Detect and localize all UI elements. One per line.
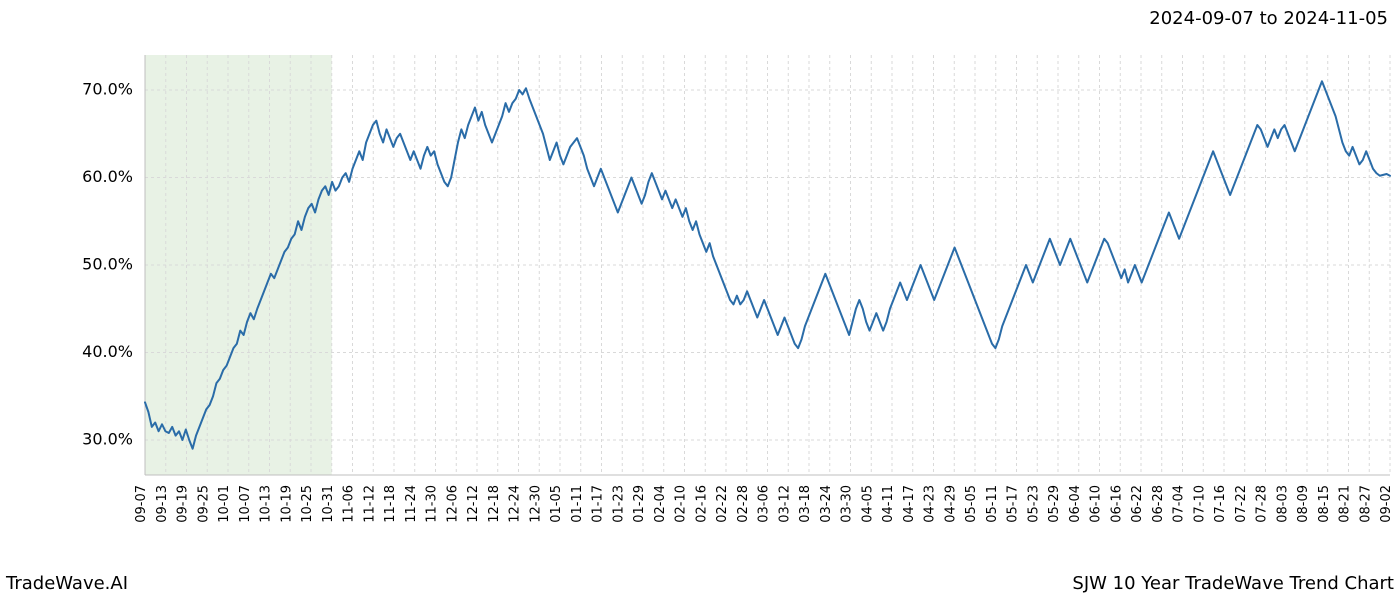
y-tick-label: 70.0% xyxy=(82,80,133,99)
x-tick-label: 03-30 xyxy=(840,485,855,523)
x-tick-label: 11-06 xyxy=(342,485,357,523)
x-tick-label: 07-04 xyxy=(1172,485,1187,523)
x-tick-label: 02-10 xyxy=(674,485,689,523)
x-tick-label: 01-29 xyxy=(632,485,647,523)
x-tick-label: 08-21 xyxy=(1338,485,1353,523)
x-tick-label: 04-05 xyxy=(860,485,875,523)
footer-brand: TradeWave.AI xyxy=(6,573,128,594)
x-tick-label: 08-03 xyxy=(1275,485,1290,523)
x-tick-label: 03-12 xyxy=(777,485,792,523)
x-tick-label: 05-29 xyxy=(1047,485,1062,523)
x-tick-label: 04-11 xyxy=(881,485,896,523)
x-tick-label: 11-24 xyxy=(404,485,419,523)
footer-title: SJW 10 Year TradeWave Trend Chart xyxy=(1072,573,1394,594)
x-tick-label: 05-23 xyxy=(1026,485,1041,523)
x-tick-label: 06-16 xyxy=(1109,485,1124,523)
y-tick-label: 40.0% xyxy=(82,342,133,361)
x-tick-label: 12-06 xyxy=(445,485,460,523)
x-tick-label: 02-28 xyxy=(736,485,751,523)
x-tick-label: 11-18 xyxy=(383,485,398,523)
x-tick-label: 02-04 xyxy=(653,485,668,523)
x-tick-label: 08-15 xyxy=(1317,485,1332,523)
x-tick-label: 03-24 xyxy=(819,485,834,523)
x-tick-label: 03-18 xyxy=(798,485,813,523)
y-tick-label: 30.0% xyxy=(82,430,133,449)
x-tick-label: 11-12 xyxy=(362,485,377,523)
x-tick-label: 03-06 xyxy=(757,485,772,523)
x-tick-label: 09-07 xyxy=(134,485,149,523)
x-tick-label: 04-29 xyxy=(943,485,958,523)
trend-chart: 30.0% 40.0% 50.0% 60.0% 70.0% 09-07 09-13 09-19… xyxy=(0,0,1400,600)
x-tick-label: 08-27 xyxy=(1358,485,1373,523)
x-tick-label: 01-23 xyxy=(611,485,626,523)
x-tick-label: 07-28 xyxy=(1255,485,1270,523)
x-tick-label: 01-11 xyxy=(570,485,585,523)
x-tick-label: 12-24 xyxy=(508,485,523,523)
x-tick-label: 07-16 xyxy=(1213,485,1228,523)
x-tick-label: 06-04 xyxy=(1068,485,1083,523)
x-tick-label: 10-31 xyxy=(321,485,336,523)
x-tick-label: 06-22 xyxy=(1130,485,1145,523)
x-tick-label: 01-17 xyxy=(591,485,606,523)
x-tick-label: 10-25 xyxy=(300,485,315,523)
x-tick-label: 12-18 xyxy=(487,485,502,523)
x-tick-label: 09-13 xyxy=(155,485,170,523)
x-tick-label: 08-09 xyxy=(1296,485,1311,523)
x-tick-label: 06-10 xyxy=(1089,485,1104,523)
y-tick-label: 60.0% xyxy=(82,167,133,186)
x-tick-label: 12-12 xyxy=(466,485,481,523)
x-tick-label: 02-16 xyxy=(694,485,709,523)
x-tick-label: 06-28 xyxy=(1151,485,1166,523)
x-tick-label: 07-22 xyxy=(1234,485,1249,523)
x-tick-label: 10-07 xyxy=(238,485,253,523)
x-tick-label: 10-01 xyxy=(217,485,232,523)
x-tick-label: 04-17 xyxy=(902,485,917,523)
date-range-label: 2024-09-07 to 2024-11-05 xyxy=(1149,8,1388,29)
x-tick-label: 07-10 xyxy=(1192,485,1207,523)
x-tick-label: 09-02 xyxy=(1379,485,1394,523)
x-tick-label: 11-30 xyxy=(425,485,440,523)
x-tick-label: 04-23 xyxy=(923,485,938,523)
x-tick-label: 01-05 xyxy=(549,485,564,523)
y-tick-label: 50.0% xyxy=(82,255,133,274)
x-tick-label: 05-11 xyxy=(985,485,1000,523)
x-tick-label: 10-19 xyxy=(279,485,294,523)
x-tick-label: 09-25 xyxy=(196,485,211,523)
x-tick-label: 02-22 xyxy=(715,485,730,523)
x-tick-label: 05-05 xyxy=(964,485,979,523)
x-tick-label: 05-17 xyxy=(1006,485,1021,523)
x-tick-label: 09-19 xyxy=(176,485,191,523)
x-tick-label: 10-13 xyxy=(259,485,274,523)
x-tick-label: 12-30 xyxy=(528,485,543,523)
